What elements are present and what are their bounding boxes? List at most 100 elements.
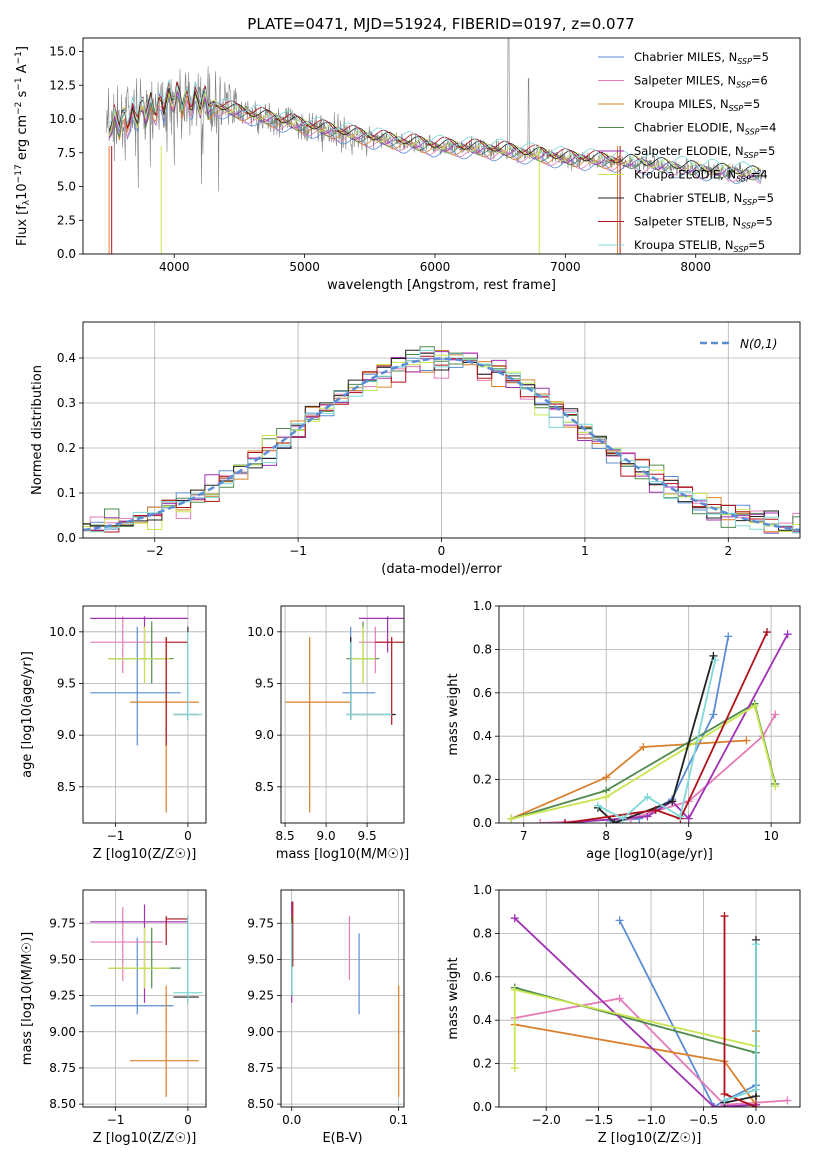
x-tick-label: −2: [146, 544, 164, 558]
axes-frame: [82, 37, 801, 255]
panel-6: −1 0 8.50 8.75 9.00 9.25 9.50 9.75 Z [log10(Z/Z☉…: [20, 889, 207, 1146]
plot-area: [281, 890, 404, 1107]
mass-weight-marker-kroupa_stelib: [720, 1096, 729, 1105]
legend-entry-normal: N(0,1): [740, 337, 777, 351]
mass-weight-marker-kroupa_miles: [602, 773, 611, 782]
mass-weight-line-kroupa_elodie: [513, 988, 757, 1068]
y-tick-label: 0.4: [473, 1013, 492, 1027]
model-spectrum-chabrier_miles: [108, 91, 762, 184]
mass-weight-marker-kroupa_miles: [742, 736, 751, 745]
y-tick-label: 9.0: [255, 728, 274, 742]
mass-weight-marker-salpeter_miles: [783, 1096, 792, 1105]
mass-weight-marker-chabrier_miles: [724, 632, 733, 641]
panel-3: −1 0 8.5 9.0 9.5 10.0 Z [log10(Z/Z☉)] age [log1…: [20, 605, 207, 862]
y-tick-label: 0.4: [473, 729, 492, 743]
mass-weight-marker-kroupa_elodie: [507, 814, 516, 823]
y-tick-label: 8.50: [247, 1097, 274, 1111]
axes-frame: [82, 605, 207, 824]
model-spectrum-salpeter_miles: [108, 91, 762, 185]
x-tick-label: 0.0: [282, 1113, 301, 1127]
y-tick-label: 1.0: [473, 599, 492, 613]
x-tick-label: −1.5: [584, 1113, 613, 1127]
panel-8: −2.0 −1.5 −1.0 −0.5 0.0 0.0 0.2 0.4 0.6 0.8 1.0 Z […: [446, 883, 801, 1146]
mass-weight-marker-kroupa_elodie: [771, 782, 780, 791]
mass-weight-line-salpeter_elodie: [514, 917, 757, 1107]
model-spectrum-kroupa_stelib: [108, 79, 761, 173]
mass-weight-line-chabrier_stelib: [597, 655, 715, 823]
axes-frame: [82, 321, 801, 539]
errorbar-x-axis-label: mass [log10(M/M☉)]: [276, 847, 409, 862]
x-tick-label: −1: [107, 829, 125, 843]
y-tick-label: 0.8: [473, 642, 492, 656]
y-tick-label: 10.0: [49, 112, 76, 126]
x-tick-label: −1.0: [637, 1113, 666, 1127]
legend-entry-kroupa_elodie: Kroupa ELODIE, NSSP=4: [634, 168, 768, 184]
x-tick-label: 0.0: [746, 1113, 765, 1127]
y-tick-label: 8.75: [49, 1061, 76, 1075]
y-tick-label: 0.6: [473, 970, 492, 984]
panel-1: 4000 5000 6000 7000 8000 0.0 2.5 5.0 7.5 10.0 12.5…: [14, 37, 801, 293]
x-tick-label: 0.1: [389, 1113, 408, 1127]
axes-frame: [498, 889, 801, 1108]
plot-area: [83, 606, 206, 823]
legend-entry-salpeter_elodie: Salpeter ELODIE, NSSP=5: [634, 144, 775, 160]
spectrum-legend: Chabrier MILES, NSSP=5 Salpeter MILES, NS…: [598, 50, 776, 254]
mass-weight-marker-salpeter_stelib: [651, 805, 660, 814]
mass-weight-line-salpeter_elodie: [564, 633, 789, 823]
x-tick-label: 9.0: [317, 829, 336, 843]
mass-weight-marker-salpeter_stelib: [763, 628, 772, 637]
y-tick-label: 0.8: [473, 926, 492, 940]
axes-frame: [498, 605, 801, 824]
y-tick-label: 8.50: [49, 1097, 76, 1111]
errorbar-x-axis-label: E(B-V): [322, 1131, 362, 1146]
normal-distribution-curve: [83, 357, 800, 532]
y-tick-label: 2.5: [57, 213, 76, 227]
mass-weight-marker-chabrier_stelib: [668, 797, 677, 806]
mass-weight-marker-salpeter_miles: [771, 710, 780, 719]
x-tick-label: 7000: [550, 260, 581, 274]
mass-weight-marker-kroupa_elodie: [750, 701, 759, 710]
histogram-chabrier_miles: [83, 357, 800, 534]
mass-weight-x-axis-label: age [log10(age/yr)]: [586, 847, 713, 862]
y-tick-label: 15.0: [49, 45, 76, 59]
mass-weight-line-kroupa_miles: [511, 739, 747, 820]
x-tick-label: 8: [602, 829, 610, 843]
y-tick-label: 9.5: [255, 677, 274, 691]
mass-weight-line-chabrier_stelib: [724, 939, 757, 1104]
mass-weight-line-kroupa_stelib: [597, 660, 716, 820]
x-tick-label: 1: [581, 544, 589, 558]
panel-5: 7 8 9 10 0.0 0.2 0.4 0.6 0.8 1.0 age [log10(age/yr…: [446, 599, 801, 862]
histogram-y-axis-label: Normed distribution: [30, 365, 45, 495]
y-tick-label: 9.50: [49, 952, 76, 966]
y-tick-label: 0.0: [57, 531, 76, 545]
histogram-chabrier_stelib: [83, 349, 800, 531]
plot-area: [499, 890, 800, 1107]
y-tick-label: 0.2: [473, 773, 492, 787]
mass-weight-marker-chabrier_stelib: [610, 819, 619, 823]
x-tick-label: 0: [184, 1113, 192, 1127]
y-tick-label: 9.0: [57, 728, 76, 742]
legend-entry-chabrier_elodie: Chabrier ELODIE, NSSP=4: [634, 121, 776, 137]
mass-weight-marker-salpeter_elodie: [783, 630, 792, 639]
mass-weight-y-axis-label: mass weight: [446, 673, 461, 755]
model-spectrum-salpeter_stelib: [111, 82, 621, 162]
x-tick-label: −0.5: [689, 1113, 718, 1127]
axes-frame: [280, 889, 405, 1108]
legend-entry-salpeter_miles: Salpeter MILES, NSSP=6: [634, 74, 768, 90]
plot-area: [83, 322, 800, 538]
y-tick-label: 0.6: [473, 686, 492, 700]
mass-weight-marker-kroupa_elodie: [602, 792, 611, 801]
mass-weight-marker-kroupa_elodie: [510, 1063, 519, 1072]
mass-weight-y-axis-label: mass weight: [446, 957, 461, 1039]
mass-weight-marker-chabrier_miles: [709, 710, 718, 719]
mass-weight-marker-kroupa_miles: [639, 743, 648, 752]
y-tick-label: 9.25: [49, 989, 76, 1003]
figure-title: PLATE=0471, MJD=51924, FIBERID=0197, z=0…: [247, 15, 634, 33]
mass-weight-marker-chabrier_stelib: [709, 651, 718, 660]
y-tick-label: 9.75: [247, 916, 274, 930]
mass-weight-marker-kroupa_stelib: [643, 792, 652, 801]
mass-weight-line-kroupa_elodie: [511, 704, 777, 820]
x-tick-label: 10: [763, 829, 778, 843]
mass-weight-marker-salpeter_miles: [615, 994, 624, 1003]
panel-7: 0.0 0.1 8.50 8.75 9.00 9.25 9.50 9.75 E(B-V): [247, 889, 408, 1146]
